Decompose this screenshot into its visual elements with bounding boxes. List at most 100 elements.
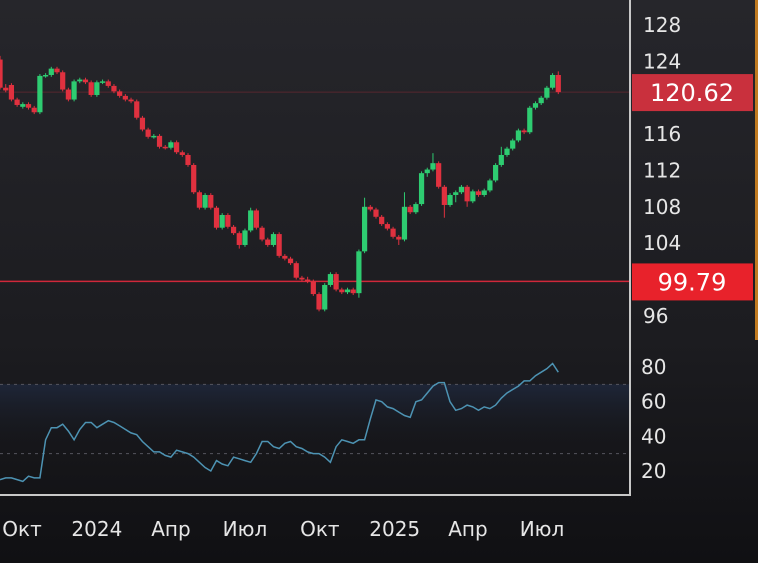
rsi-axis: 80 60 40 20 <box>641 355 666 483</box>
candle-body <box>151 135 157 138</box>
candle <box>316 292 322 312</box>
candle-body <box>276 234 282 256</box>
time-tick-label: Апр <box>448 517 487 541</box>
candle-body <box>475 191 482 195</box>
candle-body <box>65 89 71 100</box>
candle-body <box>441 186 447 205</box>
candle <box>521 128 527 135</box>
candle <box>333 272 339 292</box>
candle-body <box>174 142 180 153</box>
candle <box>515 128 522 143</box>
candle-body <box>390 228 396 237</box>
candle-body <box>470 191 476 202</box>
candle-body <box>373 209 379 217</box>
candle <box>504 146 510 157</box>
candle <box>117 89 123 98</box>
candle-body <box>413 204 419 213</box>
candle <box>407 204 413 215</box>
candle-body <box>117 91 123 96</box>
candle-body <box>384 224 390 229</box>
candle <box>71 79 77 102</box>
candle-body <box>282 255 288 259</box>
candle-body <box>270 234 277 245</box>
candle <box>20 102 26 109</box>
candle <box>88 80 94 97</box>
price-tick-label: 128 <box>643 13 681 37</box>
candle <box>3 84 9 93</box>
candle <box>527 105 533 135</box>
candles <box>0 55 561 312</box>
candle <box>99 79 106 85</box>
candle-body <box>60 72 66 90</box>
price-tick-label: 104 <box>643 231 681 255</box>
candle-body <box>88 82 94 95</box>
candle-body <box>379 216 385 225</box>
candle-body <box>339 289 345 293</box>
candle <box>327 272 334 287</box>
candle-body <box>54 68 60 73</box>
rsi-panel <box>0 362 630 483</box>
candle <box>373 207 379 219</box>
right-edge-strip <box>755 0 758 340</box>
candle <box>122 94 128 102</box>
candle-body <box>0 59 3 88</box>
candle <box>128 97 134 104</box>
rsi-line <box>0 362 559 483</box>
candle <box>65 87 71 102</box>
candle <box>487 178 493 193</box>
candle <box>493 163 499 183</box>
candle-body <box>464 186 470 202</box>
candle-body <box>236 233 242 245</box>
candle <box>174 140 180 155</box>
candle <box>25 102 32 110</box>
price-tag-label: 99.79 <box>658 268 727 296</box>
candle <box>139 115 146 132</box>
candle-body <box>253 210 259 228</box>
time-tick-label: Окт <box>300 517 340 541</box>
candle-body <box>248 210 254 231</box>
candle <box>230 224 237 235</box>
candle-body <box>14 99 20 105</box>
price-tick-label: 96 <box>643 304 668 328</box>
candle <box>464 184 470 207</box>
candle-body <box>31 107 37 113</box>
candle-body <box>25 104 32 108</box>
candle-body <box>430 163 436 170</box>
candle-body <box>134 101 140 118</box>
time-tick-label: Окт <box>2 517 42 541</box>
price-tick-label: 116 <box>643 122 681 146</box>
candle <box>498 146 504 167</box>
candle-body <box>504 148 510 155</box>
candle-body <box>71 81 77 100</box>
candle <box>37 74 43 115</box>
candle-body <box>521 130 527 133</box>
candle <box>77 77 83 84</box>
price-tick-label: 108 <box>643 195 681 219</box>
candle-body <box>316 294 322 310</box>
candle <box>544 85 550 100</box>
candle <box>436 161 442 189</box>
candle <box>145 127 151 139</box>
candle <box>361 197 368 254</box>
candle <box>162 144 168 150</box>
candle <box>265 237 271 247</box>
candle <box>208 193 214 210</box>
candle-body <box>510 140 516 149</box>
candle <box>379 214 385 226</box>
candle-body <box>99 81 106 83</box>
candle <box>532 101 539 110</box>
candle-body <box>179 152 185 155</box>
candle <box>191 163 197 195</box>
candle-body <box>424 169 430 174</box>
price-tag: 120.62 <box>632 74 753 112</box>
candle <box>339 287 345 295</box>
candle <box>134 99 140 120</box>
candle <box>60 70 66 92</box>
candle-body <box>287 258 294 264</box>
candle-body <box>453 192 459 195</box>
candle-body <box>487 180 493 191</box>
candle-body <box>447 194 453 205</box>
price-tag: 99.79 <box>632 263 753 301</box>
candle <box>481 188 487 197</box>
candle-body <box>327 274 334 285</box>
